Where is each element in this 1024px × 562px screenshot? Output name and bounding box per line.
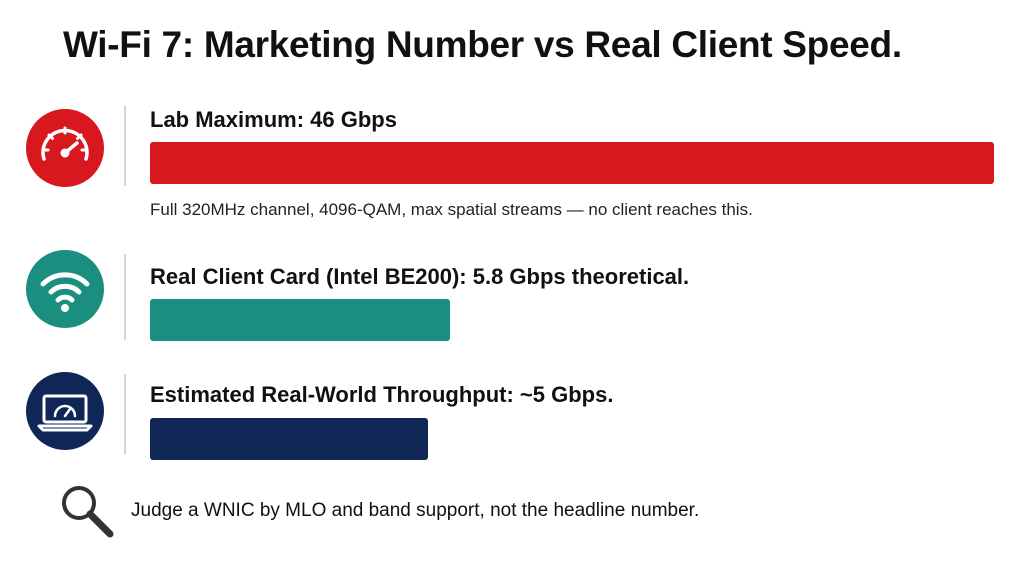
bar-note: Full 320MHz channel, 4096-QAM, max spati… [150, 200, 753, 219]
wifi-icon [26, 250, 104, 328]
chart-title: Wi-Fi 7: Marketing Number vs Real Client… [63, 24, 902, 65]
speedometer-icon [26, 109, 104, 187]
bar-real-world [150, 418, 428, 460]
bar-label-lab-maximum: Lab Maximum: 46 Gbps [150, 107, 397, 132]
bar-real-client [150, 299, 450, 341]
bar-label-real-client: Real Client Card (Intel BE200): 5.8 Gbps… [150, 264, 690, 289]
laptop-speed-icon [26, 372, 104, 450]
row-divider [124, 374, 126, 454]
bar-lab-maximum [150, 142, 994, 184]
row-divider [124, 254, 126, 340]
footer-text: Judge a WNIC by MLO and band support, no… [131, 500, 700, 521]
magnifier-icon [58, 482, 118, 547]
bar-label-real-world: Estimated Real-World Throughput: ~5 Gbps… [150, 382, 614, 407]
row-divider [124, 106, 126, 186]
